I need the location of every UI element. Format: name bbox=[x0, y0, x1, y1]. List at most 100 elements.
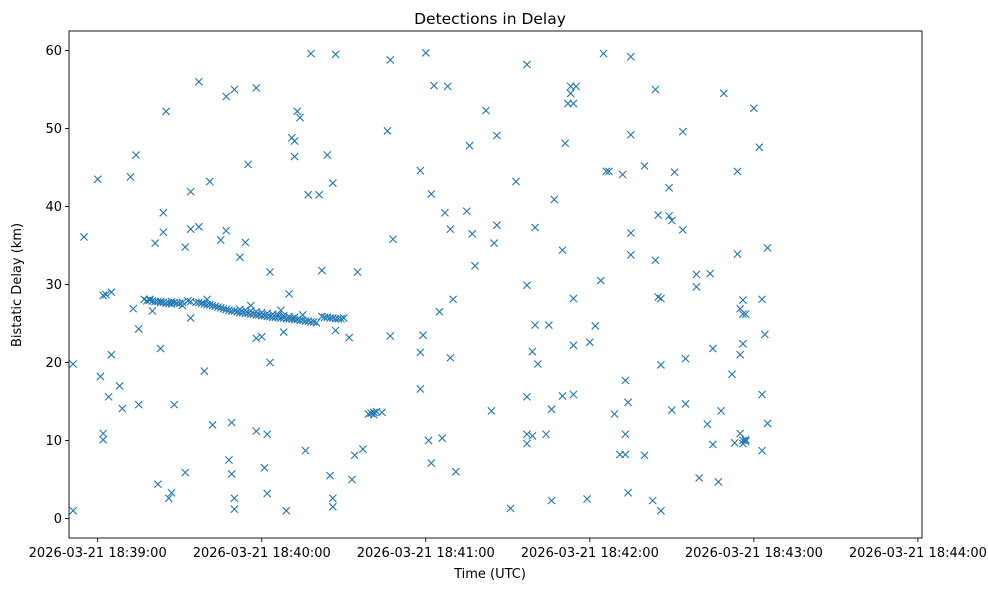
data-point bbox=[186, 187, 195, 196]
data-point bbox=[695, 473, 704, 482]
data-point bbox=[386, 55, 395, 64]
data-point bbox=[572, 82, 581, 91]
data-point bbox=[528, 347, 537, 356]
data-point bbox=[129, 304, 138, 313]
y-tick-label: 50 bbox=[45, 122, 62, 137]
data-point bbox=[665, 183, 674, 192]
data-point bbox=[506, 504, 515, 513]
data-point bbox=[167, 488, 176, 497]
data-point bbox=[265, 268, 274, 277]
data-point bbox=[596, 276, 605, 285]
data-point bbox=[583, 495, 592, 503]
y-tick-label: 0 bbox=[54, 512, 62, 527]
data-point bbox=[703, 420, 712, 429]
data-point bbox=[490, 239, 499, 248]
data-point bbox=[749, 104, 758, 113]
data-point bbox=[257, 332, 266, 341]
data-point bbox=[69, 506, 78, 515]
data-point bbox=[263, 430, 272, 439]
data-point bbox=[323, 151, 332, 160]
data-point bbox=[309, 317, 318, 326]
data-point bbox=[427, 459, 436, 468]
data-point bbox=[170, 400, 179, 409]
data-point bbox=[692, 270, 701, 279]
data-point bbox=[107, 350, 116, 359]
data-point bbox=[719, 89, 728, 98]
data-point bbox=[542, 430, 551, 439]
data-point bbox=[656, 506, 665, 515]
data-point bbox=[599, 49, 608, 58]
data-point bbox=[194, 222, 203, 231]
data-point bbox=[134, 400, 143, 409]
data-point bbox=[533, 360, 542, 369]
data-point bbox=[208, 420, 217, 429]
y-axis-label: Bistatic Delay (km) bbox=[10, 223, 25, 347]
data-point bbox=[326, 471, 335, 480]
data-point bbox=[550, 195, 559, 204]
data-point bbox=[654, 211, 663, 220]
data-point bbox=[227, 418, 236, 427]
data-point bbox=[667, 216, 676, 225]
data-point bbox=[451, 467, 460, 476]
data-point bbox=[522, 430, 531, 439]
data-point bbox=[345, 333, 354, 342]
data-point bbox=[197, 299, 206, 308]
data-point bbox=[244, 160, 253, 169]
data-point bbox=[758, 295, 767, 304]
data-point bbox=[290, 136, 299, 145]
data-point bbox=[648, 496, 657, 505]
data-point bbox=[427, 190, 436, 199]
data-point bbox=[159, 228, 168, 237]
data-point bbox=[230, 505, 239, 514]
data-point bbox=[640, 451, 649, 460]
data-point bbox=[763, 419, 772, 428]
data-point bbox=[263, 489, 272, 498]
data-point bbox=[296, 113, 305, 122]
data-point bbox=[350, 451, 359, 460]
data-point bbox=[186, 314, 195, 323]
data-point bbox=[651, 85, 660, 94]
data-point bbox=[118, 404, 127, 413]
data-point bbox=[730, 438, 739, 447]
data-point bbox=[159, 208, 168, 217]
data-point bbox=[681, 399, 690, 408]
data-point bbox=[328, 502, 337, 511]
data-point bbox=[347, 475, 356, 484]
y-tick-label: 30 bbox=[45, 278, 62, 293]
data-point bbox=[492, 221, 501, 230]
data-point bbox=[443, 82, 452, 91]
data-point bbox=[101, 290, 110, 299]
data-point bbox=[741, 435, 750, 444]
data-point bbox=[602, 167, 611, 176]
y-tick-label: 10 bbox=[45, 434, 62, 449]
data-point bbox=[706, 269, 715, 278]
data-point bbox=[416, 348, 425, 357]
data-point bbox=[353, 268, 362, 277]
x-tick-label: 2026-03-21 18:43:00 bbox=[685, 546, 823, 561]
plot-frame bbox=[68, 30, 923, 539]
data-point bbox=[328, 179, 337, 188]
data-point bbox=[107, 288, 116, 297]
data-point bbox=[492, 131, 501, 140]
data-point bbox=[96, 372, 105, 381]
data-point bbox=[487, 406, 496, 415]
data-point bbox=[99, 291, 108, 300]
data-point bbox=[547, 405, 556, 414]
data-point bbox=[733, 250, 742, 259]
y-tick-label: 20 bbox=[45, 356, 62, 371]
data-point bbox=[378, 408, 387, 417]
data-point bbox=[276, 306, 285, 315]
data-point bbox=[569, 294, 578, 303]
data-point bbox=[736, 350, 745, 359]
data-point bbox=[656, 360, 665, 369]
data-point bbox=[282, 506, 291, 515]
data-point bbox=[624, 488, 633, 497]
data-point bbox=[222, 305, 231, 314]
data-point bbox=[304, 190, 313, 199]
data-point bbox=[678, 225, 687, 234]
data-point bbox=[222, 226, 231, 235]
data-point bbox=[522, 60, 531, 69]
data-point bbox=[205, 300, 214, 309]
data-point bbox=[610, 409, 619, 418]
data-point bbox=[80, 232, 89, 241]
